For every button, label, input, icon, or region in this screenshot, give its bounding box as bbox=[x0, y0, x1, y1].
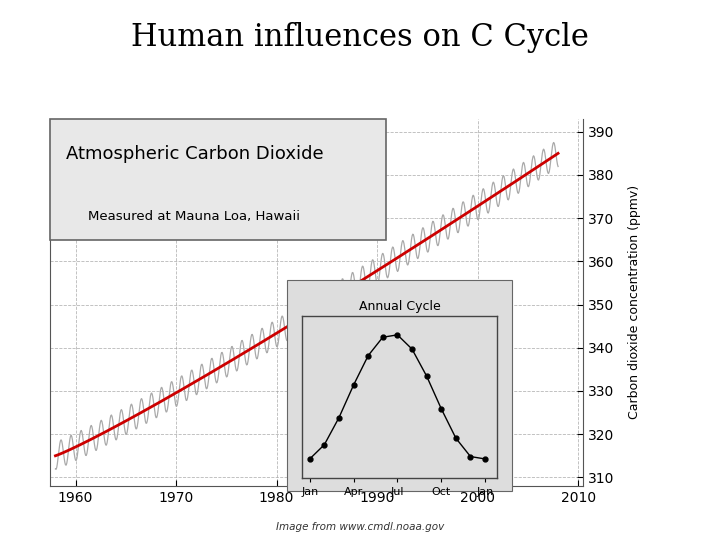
Y-axis label: Carbon dioxide concentration (ppmv): Carbon dioxide concentration (ppmv) bbox=[629, 185, 642, 420]
Text: Image from www.cmdl.noaa.gov: Image from www.cmdl.noaa.gov bbox=[276, 522, 444, 532]
Text: Human influences on C Cycle: Human influences on C Cycle bbox=[131, 22, 589, 52]
Text: Measured at Mauna Loa, Hawaii: Measured at Mauna Loa, Hawaii bbox=[88, 210, 300, 222]
FancyBboxPatch shape bbox=[50, 119, 386, 240]
FancyBboxPatch shape bbox=[287, 280, 513, 491]
Text: Atmospheric Carbon Dioxide: Atmospheric Carbon Dioxide bbox=[66, 145, 324, 163]
Title: Annual Cycle: Annual Cycle bbox=[359, 300, 441, 313]
